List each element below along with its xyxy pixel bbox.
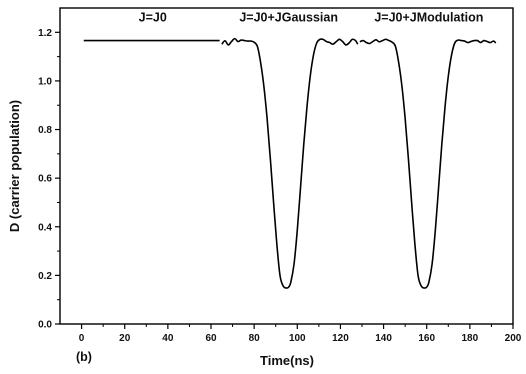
annotation-label: J=J0 — [139, 10, 167, 24]
series-line-segment-2 — [221, 37, 359, 289]
x-axis-ticks: 0 20 40 60 80 100 120 140 160 180 200 — [79, 324, 522, 344]
y-tick-label: 0.8 — [38, 125, 52, 136]
y-tick-label: 0.2 — [38, 271, 52, 282]
annotation-label: J=J0+JGaussian — [239, 10, 338, 24]
plot-frame — [59, 7, 514, 325]
x-tick-label: 160 — [418, 333, 435, 344]
x-tick-label: 200 — [505, 333, 522, 344]
series-layer — [83, 37, 497, 289]
y-tick-label: 0.4 — [38, 222, 52, 233]
x-tick-label: 80 — [249, 333, 261, 344]
y-axis-ticks: 0.0 0.2 0.4 0.6 0.8 1.0 1.2 — [38, 28, 60, 331]
x-axis-label: Time(ns) — [260, 353, 314, 368]
y-tick-label: 1.2 — [38, 28, 52, 39]
x-tick-label: 0 — [79, 333, 85, 344]
x-tick-label: 140 — [375, 333, 392, 344]
y-tick-label: 0.0 — [38, 320, 52, 331]
annotation-layer: J=J0 J=J0+JGaussian J=J0+JModulation — [139, 10, 484, 24]
x-tick-label: 40 — [162, 333, 174, 344]
x-tick-label: 180 — [462, 333, 479, 344]
y-tick-label: 0.6 — [38, 174, 52, 185]
y-tick-label: 1.0 — [38, 76, 52, 87]
panel-label: (b) — [76, 350, 92, 364]
x-tick-label: 20 — [119, 333, 131, 344]
series-line-segment-3 — [359, 38, 497, 289]
y-axis-label: D (carrier population) — [7, 100, 22, 232]
x-tick-label: 100 — [289, 333, 306, 344]
annotation-label: J=J0+JModulation — [374, 10, 483, 24]
x-tick-label: 120 — [332, 333, 349, 344]
x-tick-label: 60 — [205, 333, 217, 344]
